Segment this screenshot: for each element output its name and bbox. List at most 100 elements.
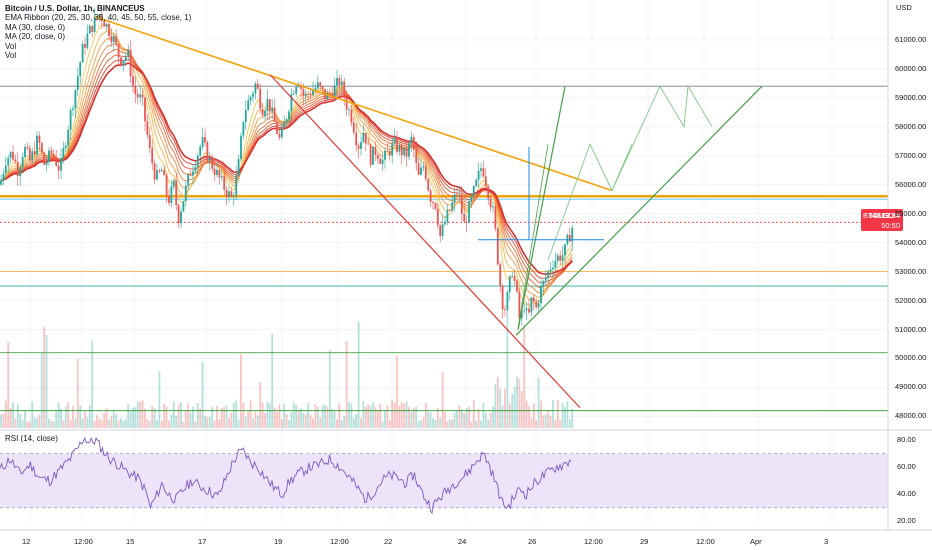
volume-bar xyxy=(100,420,103,428)
volume-bar xyxy=(554,420,557,428)
volume-bar xyxy=(76,358,79,428)
candle-body xyxy=(556,255,559,262)
candle-body xyxy=(343,81,346,98)
volume-bar xyxy=(38,414,41,428)
candle-body xyxy=(508,276,511,292)
volume-bar xyxy=(285,414,288,428)
candle-body xyxy=(314,88,317,91)
candle-body xyxy=(410,137,413,144)
candle-body xyxy=(259,88,262,109)
candle-body xyxy=(352,122,355,133)
candle-body xyxy=(513,275,516,281)
volume-bar xyxy=(472,400,475,428)
candle-body xyxy=(153,163,156,180)
candle-body xyxy=(564,244,566,256)
candle-body xyxy=(492,206,494,208)
time-tick-label: 24 xyxy=(458,537,467,546)
trendline-drawings[interactable] xyxy=(94,15,763,409)
volume-bar xyxy=(568,419,571,428)
volume-bar xyxy=(228,417,230,428)
candle-body xyxy=(26,146,29,149)
candle-body xyxy=(340,81,343,86)
candle-body xyxy=(24,146,26,157)
candle-body xyxy=(64,145,67,149)
volume-bar xyxy=(369,405,372,428)
volume-bar xyxy=(88,405,91,428)
volume-bar xyxy=(309,415,312,428)
ema-ribbon-line xyxy=(0,62,573,275)
currency-label[interactable]: USD xyxy=(896,3,912,12)
volume-bar xyxy=(141,400,144,428)
price-tick-label: 60000.00 xyxy=(895,63,927,73)
horizontal-levels[interactable] xyxy=(0,85,888,412)
time-tick-label: Apr xyxy=(750,537,762,546)
volume-bar xyxy=(470,421,473,428)
volume-bar xyxy=(278,404,281,428)
price-tick-label: 56000.00 xyxy=(895,179,927,189)
volume-bar xyxy=(240,353,242,428)
candle-body xyxy=(384,150,386,160)
projection-zigzag xyxy=(611,84,713,191)
candle-body xyxy=(278,133,281,138)
rsi-line xyxy=(0,436,572,515)
volume-bar xyxy=(434,419,437,428)
time-tick-label: 26 xyxy=(528,537,537,546)
candle-body xyxy=(552,267,554,270)
candle-body xyxy=(400,145,403,156)
price-tick-label: 59000.00 xyxy=(895,92,927,102)
candle-body xyxy=(357,145,360,149)
volume-bar xyxy=(556,400,559,428)
candle-body xyxy=(105,23,108,27)
rsi-legend[interactable]: RSI (14, close) xyxy=(5,434,58,443)
candle-body xyxy=(52,153,55,158)
volume-bar xyxy=(422,417,425,428)
volume-bar xyxy=(216,405,218,428)
candle-body xyxy=(386,150,389,152)
volume-bar xyxy=(43,326,46,428)
volume-bar xyxy=(158,371,161,428)
time-tick-label: 12:00 xyxy=(74,537,93,546)
candle-body xyxy=(57,165,60,171)
volume-bar xyxy=(134,407,137,428)
volume-bar xyxy=(33,418,36,428)
volume-bar xyxy=(441,372,444,428)
volume-bar xyxy=(348,401,350,428)
candle-body xyxy=(0,180,2,185)
volume-bar xyxy=(139,401,142,428)
volume-bar xyxy=(564,407,566,428)
volume-bar xyxy=(40,353,43,428)
volume-bar xyxy=(410,412,413,428)
volume-bar xyxy=(156,419,158,428)
volume-bar xyxy=(480,420,482,428)
candle-body xyxy=(376,154,379,159)
candle-body xyxy=(463,213,466,222)
volume-bar xyxy=(412,407,415,428)
candle-body xyxy=(542,280,545,287)
volume-bar xyxy=(9,408,12,428)
volume-bar xyxy=(504,388,506,428)
candle-body xyxy=(79,62,82,77)
candle-body xyxy=(247,100,250,111)
volume-bar xyxy=(336,419,338,428)
volume-bar xyxy=(559,419,562,428)
time-tick-label: 12:00 xyxy=(330,537,349,546)
candle-body xyxy=(571,227,574,242)
volume-bar xyxy=(388,420,391,428)
price-tick-label: 53000.00 xyxy=(895,266,927,276)
volume-bar xyxy=(0,414,2,428)
volume-bar xyxy=(372,402,374,428)
volume-bar xyxy=(91,340,94,428)
trendline xyxy=(94,15,613,192)
volume-bar xyxy=(345,340,348,428)
rsi-tick-label: 40.00 xyxy=(897,489,916,499)
candle-body xyxy=(417,163,420,175)
candle-body xyxy=(232,195,235,197)
candle-body xyxy=(350,109,353,123)
volume-bar xyxy=(48,418,50,428)
candle-body xyxy=(499,264,502,287)
volume-bar xyxy=(26,421,29,428)
candle-body xyxy=(117,44,120,58)
volume-bar xyxy=(21,419,24,428)
candle-body xyxy=(67,129,70,146)
